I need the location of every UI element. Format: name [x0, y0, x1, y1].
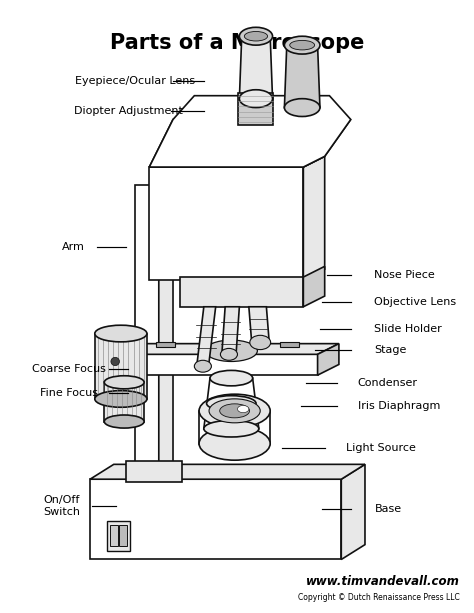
Polygon shape: [95, 333, 147, 399]
Ellipse shape: [95, 326, 147, 342]
Polygon shape: [126, 462, 182, 482]
Polygon shape: [104, 383, 144, 422]
Polygon shape: [126, 354, 318, 375]
Ellipse shape: [199, 394, 270, 427]
Polygon shape: [222, 306, 239, 354]
Text: Condenser: Condenser: [358, 378, 418, 388]
Polygon shape: [107, 521, 130, 550]
Ellipse shape: [104, 376, 144, 389]
Polygon shape: [119, 525, 127, 546]
Ellipse shape: [194, 360, 211, 372]
Text: Base: Base: [374, 504, 401, 514]
Polygon shape: [110, 525, 118, 546]
Polygon shape: [156, 343, 175, 346]
Ellipse shape: [199, 427, 270, 460]
Polygon shape: [126, 344, 339, 354]
Polygon shape: [90, 479, 341, 560]
Text: Light Source: Light Source: [346, 443, 416, 452]
Ellipse shape: [220, 348, 237, 360]
Text: Iris Diaphragm: Iris Diaphragm: [358, 401, 440, 411]
Polygon shape: [280, 343, 299, 346]
Polygon shape: [149, 96, 351, 167]
Polygon shape: [303, 156, 325, 280]
Polygon shape: [135, 185, 159, 476]
Ellipse shape: [210, 370, 253, 386]
Polygon shape: [149, 156, 325, 167]
Polygon shape: [159, 179, 173, 476]
Polygon shape: [149, 120, 194, 167]
Polygon shape: [90, 465, 365, 479]
Text: www.timvandevall.com: www.timvandevall.com: [306, 575, 460, 588]
Polygon shape: [239, 36, 273, 99]
Text: Stage: Stage: [374, 345, 407, 354]
Text: Diopter Adjustment: Diopter Adjustment: [73, 105, 182, 116]
Ellipse shape: [290, 40, 315, 50]
Ellipse shape: [250, 335, 271, 349]
Text: Arm: Arm: [62, 242, 85, 253]
Text: Slide Holder: Slide Holder: [374, 324, 442, 333]
Polygon shape: [249, 306, 269, 343]
Ellipse shape: [209, 399, 260, 423]
Polygon shape: [284, 45, 320, 108]
Ellipse shape: [205, 340, 257, 362]
Polygon shape: [180, 277, 303, 306]
Ellipse shape: [204, 421, 259, 437]
Polygon shape: [197, 306, 216, 366]
Ellipse shape: [104, 415, 144, 428]
Polygon shape: [303, 266, 325, 306]
Polygon shape: [149, 167, 303, 280]
Ellipse shape: [207, 395, 256, 411]
Polygon shape: [318, 344, 339, 375]
Ellipse shape: [284, 99, 320, 116]
Text: Parts of a Microscope: Parts of a Microscope: [110, 33, 364, 53]
Ellipse shape: [245, 31, 267, 41]
Text: Nose Piece: Nose Piece: [374, 270, 435, 280]
Ellipse shape: [219, 404, 249, 418]
Polygon shape: [238, 93, 273, 126]
Polygon shape: [199, 411, 270, 444]
Ellipse shape: [111, 357, 119, 365]
Ellipse shape: [239, 89, 273, 107]
Text: Fine Focus: Fine Focus: [40, 388, 98, 398]
Polygon shape: [341, 465, 365, 560]
Ellipse shape: [284, 36, 320, 54]
Text: Copyright © Dutch Renaissance Press LLC: Copyright © Dutch Renaissance Press LLC: [298, 593, 460, 603]
Polygon shape: [171, 120, 351, 156]
Text: Objective Lens: Objective Lens: [374, 297, 456, 307]
Text: On/Off
Switch: On/Off Switch: [43, 495, 80, 517]
Ellipse shape: [95, 390, 147, 407]
Ellipse shape: [237, 405, 249, 413]
Polygon shape: [204, 378, 259, 428]
Ellipse shape: [239, 28, 273, 45]
Text: Eyepiece/Ocular Lens: Eyepiece/Ocular Lens: [75, 76, 195, 86]
Text: Coarse Focus: Coarse Focus: [32, 364, 106, 374]
